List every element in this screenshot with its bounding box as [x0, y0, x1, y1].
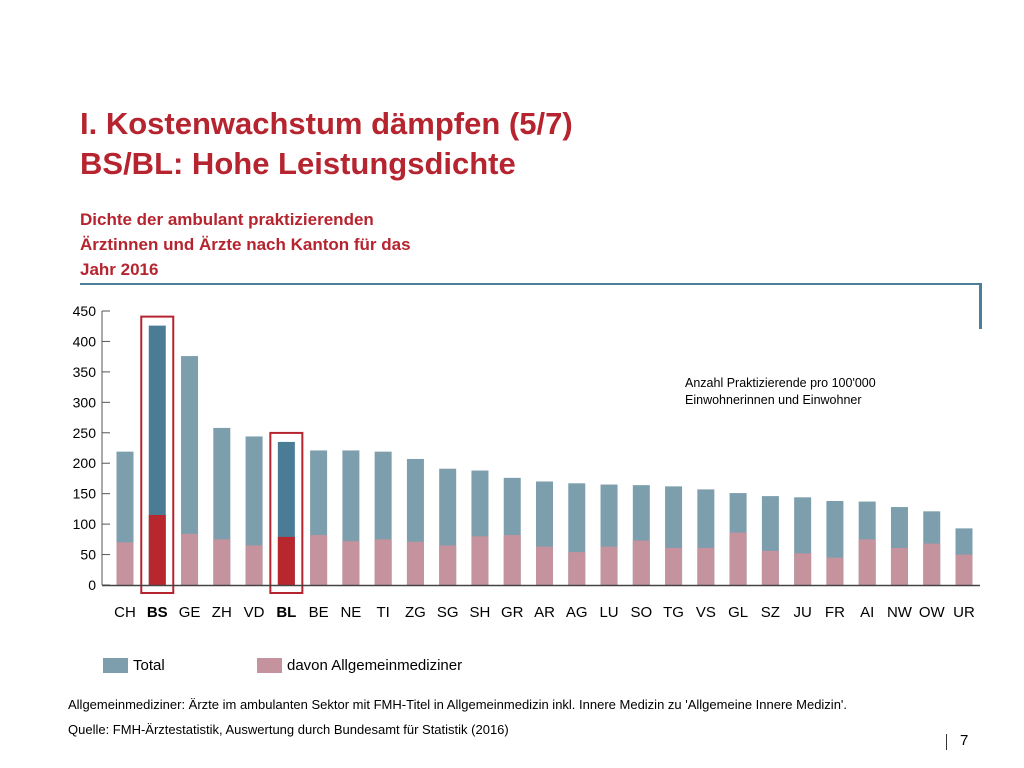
- x-tick-label: BE: [309, 604, 329, 621]
- bar-gp-vs: [697, 547, 715, 585]
- frame-top-line: [80, 283, 982, 285]
- legend-swatch-total: [103, 658, 128, 673]
- x-tick-label: BL: [276, 604, 296, 621]
- bar-gp-ur: [955, 554, 973, 585]
- y-tick-label: 50: [80, 547, 96, 563]
- y-tick-label: 400: [73, 333, 97, 349]
- bar-gp-be: [310, 535, 328, 585]
- bar-gp-sz: [761, 550, 779, 585]
- highlight-box-bs: [140, 315, 175, 594]
- bar-gp-ti: [374, 539, 392, 585]
- x-tick-label: LU: [599, 604, 618, 621]
- x-tick-label: OW: [919, 604, 946, 621]
- y-tick-label: 450: [73, 303, 97, 319]
- bar-gp-ow: [923, 543, 941, 585]
- x-tick-label: BS: [147, 604, 168, 621]
- x-tick-label: NW: [887, 604, 913, 621]
- x-tick-label: ZH: [212, 604, 232, 621]
- x-tick-label: GE: [179, 604, 201, 621]
- bar-gp-ju: [794, 553, 812, 585]
- bar-gp-so: [632, 540, 650, 585]
- x-tick-label: SZ: [761, 604, 780, 621]
- x-tick-label: TG: [663, 604, 684, 621]
- x-tick-label: GL: [728, 604, 748, 621]
- x-tick-label: FR: [825, 604, 845, 621]
- annotation-line-1: Anzahl Praktizierende pro 100'000: [685, 376, 876, 390]
- bar-gp-ar: [536, 546, 553, 585]
- legend-swatch-gp: [257, 658, 282, 673]
- page-number: 7: [960, 732, 969, 749]
- bar-gp-ag: [568, 552, 586, 585]
- y-tick-label: 300: [73, 394, 97, 410]
- x-tick-label: ZG: [405, 604, 426, 621]
- source-note: Quelle: FMH-Ärztestatistik, Auswertung d…: [68, 722, 509, 737]
- x-tick-label: AG: [566, 604, 588, 621]
- bar-gp-ge: [181, 533, 199, 585]
- page-number-separator: [946, 734, 947, 750]
- x-tick-label: SO: [630, 604, 652, 621]
- annotation-line-2: Einwohnerinnen und Einwohner: [685, 393, 862, 407]
- x-tick-label: SG: [437, 604, 459, 621]
- x-tick-label: AR: [534, 604, 555, 621]
- subtitle-line-2: Ärztinnen und Ärzte nach Kanton für das: [80, 235, 411, 254]
- bar-gp-gr: [503, 535, 521, 585]
- bar-gp-zh: [213, 539, 231, 585]
- legend-label-total: Total: [133, 657, 165, 674]
- x-tick-label: AI: [860, 604, 874, 621]
- x-tick-label: NE: [340, 604, 361, 621]
- bar-gp-fr: [826, 557, 844, 585]
- page-title: I. Kostenwachstum dämpfen (5/7) BS/BL: H…: [80, 104, 573, 184]
- subtitle-line-1: Dichte der ambulant praktizierenden: [80, 210, 374, 229]
- y-tick-label: 250: [73, 425, 97, 441]
- subtitle-line-3: Jahr 2016: [80, 260, 159, 279]
- bar-gp-ai: [858, 539, 876, 585]
- footnote: Allgemeinmediziner: Ärzte im ambulanten …: [68, 697, 848, 712]
- legend-label-gp: davon Allgemeinmediziner: [287, 657, 463, 674]
- x-tick-label: SH: [470, 604, 491, 621]
- bar-gp-vd: [245, 545, 263, 585]
- bar-gp-ne: [342, 541, 360, 585]
- x-tick-label: UR: [953, 604, 975, 621]
- y-tick-label: 200: [73, 455, 97, 471]
- x-tick-label: VD: [244, 604, 265, 621]
- bar-total-ge: [181, 356, 199, 585]
- bar-gp-zg: [406, 541, 424, 585]
- x-tick-label: JU: [793, 604, 811, 621]
- bar-gp-tg: [665, 547, 683, 585]
- title-line-1: I. Kostenwachstum dämpfen (5/7): [80, 106, 573, 141]
- frame-corner-line: [979, 283, 982, 329]
- bar-gp-nw: [890, 547, 908, 585]
- y-tick-label: 100: [73, 516, 97, 532]
- bar-gp-sh: [471, 536, 489, 585]
- title-line-2: BS/BL: Hohe Leistungsdichte: [80, 146, 516, 181]
- bar-gp-ch: [116, 542, 134, 585]
- x-tick-label: VS: [696, 604, 716, 621]
- x-tick-label: TI: [376, 604, 389, 621]
- bar-gp-bl: [277, 536, 295, 585]
- x-tick-label: CH: [114, 604, 136, 621]
- bar-gp-lu: [600, 546, 618, 585]
- y-tick-label: 150: [73, 486, 97, 502]
- bar-gp-bs: [148, 514, 166, 585]
- y-tick-label: 0: [88, 577, 96, 593]
- chart-subtitle: Dichte der ambulant praktizierenden Ärzt…: [80, 207, 500, 282]
- x-tick-label: GR: [501, 604, 524, 621]
- bar-gp-gl: [729, 532, 747, 585]
- highlight-box-bl: [269, 431, 304, 594]
- bar-gp-sg: [439, 545, 457, 585]
- y-tick-label: 350: [73, 364, 97, 380]
- chart-annotation: Anzahl Praktizierende pro 100'000 Einwoh…: [685, 375, 876, 409]
